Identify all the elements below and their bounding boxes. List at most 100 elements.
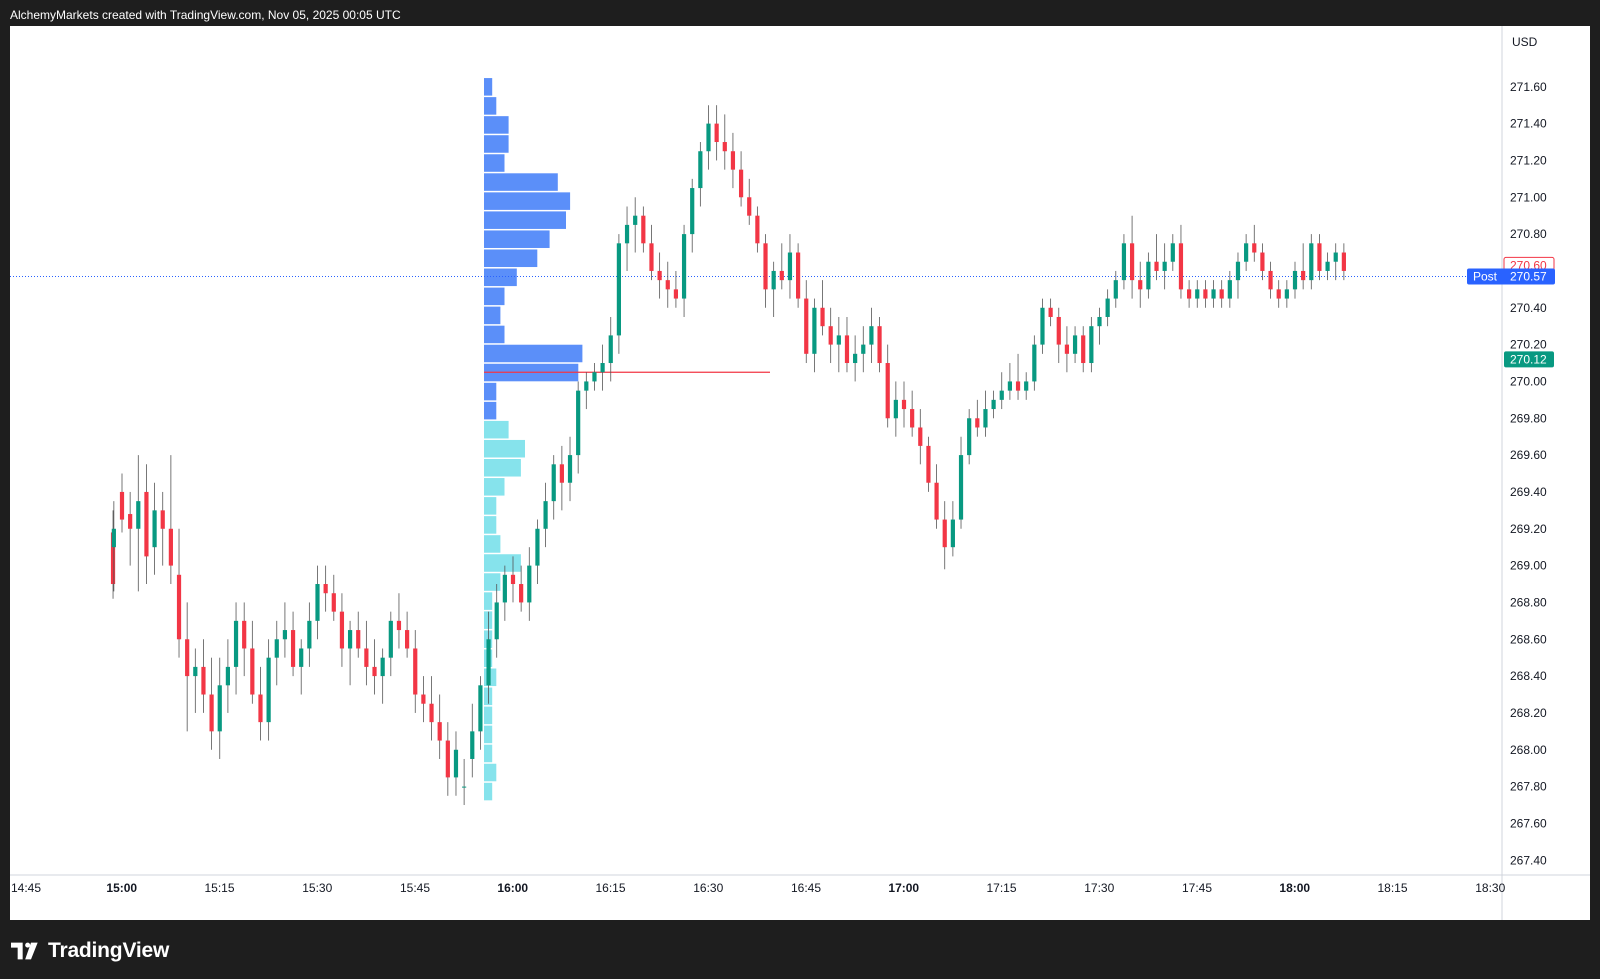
tradingview-logo[interactable]: TradingView	[10, 938, 169, 964]
post-tag-label: Post	[1473, 269, 1498, 283]
candle-body	[527, 565, 532, 603]
volume-profile-bar	[484, 116, 509, 134]
candle-body	[421, 694, 426, 704]
volume-profile	[484, 78, 583, 801]
candle-body	[624, 224, 630, 244]
candlestick-chart[interactable]: USD271.60271.40271.20271.00270.80270.602…	[10, 26, 1590, 920]
price-tick-label: 270.40	[1510, 301, 1547, 315]
candle-body	[233, 620, 239, 667]
candle-body	[649, 243, 654, 271]
volume-profile-bar	[484, 268, 517, 287]
volume-profile-bar	[484, 744, 493, 763]
candle-body	[1024, 381, 1029, 391]
candle-body	[991, 399, 996, 410]
candle-body	[844, 335, 850, 364]
candle-body	[437, 722, 442, 741]
volume-profile-bar	[484, 382, 497, 401]
candle-body	[217, 685, 222, 732]
volume-profile-bar	[484, 763, 497, 782]
candle-body	[967, 418, 972, 456]
price-tick-label: 271.40	[1510, 117, 1547, 131]
candle-body	[1032, 344, 1037, 382]
chart-panel[interactable]: USD271.60271.40271.20271.00270.80270.602…	[10, 26, 1590, 920]
candle-body	[910, 409, 915, 428]
time-tick-label: 17:30	[1084, 881, 1114, 895]
price-tick-label: 268.20	[1510, 706, 1547, 720]
price-tick-label: 269.00	[1510, 559, 1547, 573]
candle-body	[600, 363, 605, 373]
candle-body	[225, 666, 230, 686]
candle-body	[356, 630, 361, 649]
price-tick-label: 269.60	[1510, 448, 1547, 462]
candle-body	[168, 528, 173, 566]
time-tick-label: 16:45	[791, 881, 821, 895]
candle-body	[893, 399, 898, 419]
candle-body	[1301, 270, 1306, 281]
candle-body	[331, 593, 336, 612]
price-tick-label: 269.40	[1510, 485, 1547, 499]
candle-body	[1235, 261, 1241, 281]
tradingview-brand-text: TradingView	[48, 939, 170, 962]
price-tick-label: 268.60	[1510, 632, 1547, 646]
candle-body	[535, 528, 540, 566]
volume-profile-bar	[484, 706, 493, 725]
candle-body	[1048, 307, 1053, 317]
candle-body	[1260, 252, 1265, 271]
candle-body	[641, 215, 646, 244]
candle-body	[185, 639, 190, 677]
volume-profile-bar	[484, 173, 558, 191]
candle-body	[1121, 243, 1127, 281]
post-price-badge	[1467, 268, 1555, 285]
candle-body	[926, 445, 931, 483]
candle-body	[1317, 243, 1322, 271]
candle-body	[1015, 381, 1021, 391]
price-tick-label: 271.60	[1510, 80, 1547, 94]
candle-body	[1268, 270, 1273, 290]
volume-profile-bar	[484, 554, 521, 572]
candle-body	[462, 786, 467, 788]
candle-body	[1081, 335, 1086, 364]
candle-body	[1292, 270, 1298, 290]
candle-body	[209, 694, 214, 732]
candle-body	[706, 123, 711, 152]
candle-body	[1341, 252, 1346, 271]
candle-body	[1162, 261, 1167, 271]
candle-body	[787, 252, 793, 281]
candle-body	[836, 335, 841, 345]
volume-profile-bar	[484, 97, 497, 115]
candle-body	[820, 307, 825, 327]
volume-profile-bar	[484, 249, 538, 268]
chart-attribution: AlchemyMarkets created with TradingView.…	[10, 8, 401, 22]
candle-body	[372, 666, 377, 677]
candle-body	[576, 390, 581, 456]
candle-body	[673, 289, 679, 299]
candle-body	[242, 620, 247, 649]
candle-body	[1154, 261, 1159, 271]
candle-body	[869, 326, 874, 345]
candle-body	[160, 510, 165, 529]
candle-body	[730, 151, 736, 170]
candle-body	[119, 491, 125, 520]
candle-body	[388, 620, 393, 658]
candle-body	[364, 648, 369, 667]
candle-body	[282, 630, 288, 640]
price-badge	[1504, 351, 1554, 368]
candle-body	[152, 510, 157, 548]
candle-body	[1203, 289, 1208, 299]
candle-body	[1219, 289, 1224, 299]
volume-profile-bar	[484, 630, 493, 648]
candle-body	[1227, 280, 1232, 299]
candle-body	[657, 270, 662, 281]
candle-body	[828, 326, 833, 345]
price-tick-label: 270.20	[1510, 338, 1547, 352]
candles	[110, 105, 1346, 806]
candle-body	[478, 685, 483, 732]
price-tick-label: 270.00	[1510, 374, 1547, 388]
volume-profile-bar	[484, 478, 505, 496]
candle-body	[738, 169, 744, 198]
candle-body	[983, 409, 988, 428]
candle-body	[567, 455, 573, 483]
candle-body	[453, 749, 459, 778]
volume-profile-bar	[484, 687, 493, 706]
candle-body	[861, 344, 866, 354]
